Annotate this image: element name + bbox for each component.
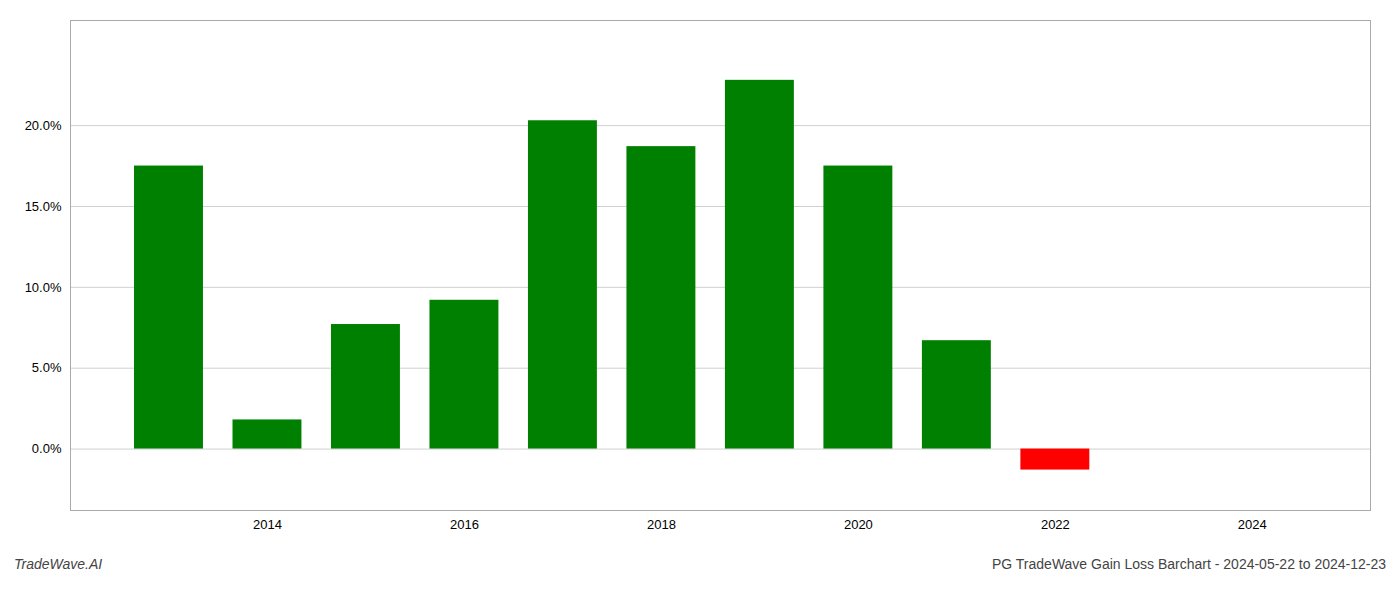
- html-text:TradeWave.AI: TradeWave.AI: [14, 556, 103, 572]
- svg-text:2014: 2014: [253, 517, 282, 532]
- svg-text:2016: 2016: [450, 517, 479, 532]
- svg-text:0.0%: 0.0%: [32, 441, 62, 456]
- svg-text:2018: 2018: [647, 517, 676, 532]
- svg-text:10.0%: 10.0%: [25, 279, 62, 294]
- html-text:PG TradeWave Gain Loss Barchar: PG TradeWave Gain Loss Barchart - 2024-0…: [992, 556, 1386, 572]
- svg-text:2024: 2024: [1238, 517, 1267, 532]
- svg-text:2022: 2022: [1041, 517, 1070, 532]
- svg-text:2020: 2020: [844, 517, 873, 532]
- svg-text:20.0%: 20.0%: [25, 118, 62, 133]
- svg-text:15.0%: 15.0%: [25, 199, 62, 214]
- svg-text:5.0%: 5.0%: [32, 360, 62, 375]
